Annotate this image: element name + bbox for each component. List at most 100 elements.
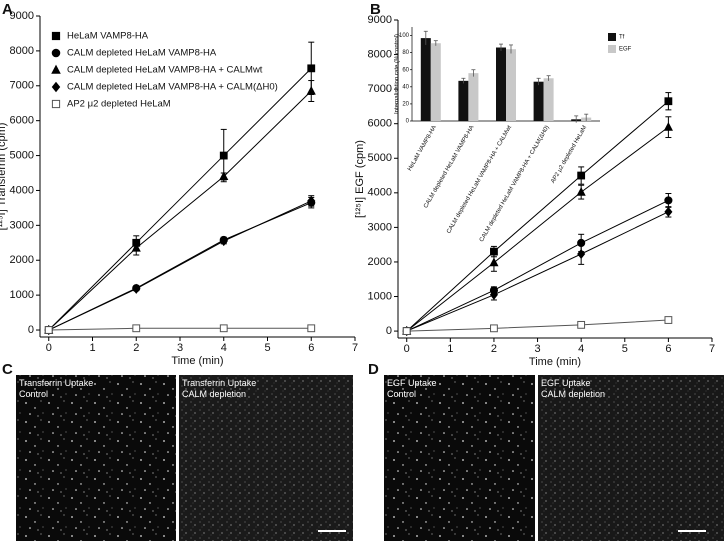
y-tick-label: 2000 (368, 256, 392, 268)
y-tick-label: 6000 (10, 115, 34, 127)
marker (489, 289, 498, 300)
y-tick-label: 8000 (368, 48, 392, 60)
series-line (48, 200, 312, 331)
legend-swatch (608, 33, 616, 41)
series-line (406, 199, 669, 332)
x-axis-label: Time (min) (171, 355, 223, 367)
x-tick-label: 3 (534, 343, 540, 355)
y-tick-label: 6000 (368, 118, 392, 130)
marker (664, 316, 673, 324)
series-line (48, 327, 312, 331)
marker (51, 31, 61, 41)
legend-label: CALM depleted HeLaM VAMP8-HA + CALMwt (67, 65, 263, 76)
bar (420, 38, 431, 121)
x-tick-label: 1 (447, 343, 453, 355)
x-tick-label: 3 (177, 342, 183, 354)
y-tick-label: 5000 (368, 152, 392, 164)
marker (219, 151, 228, 160)
y-tick-label: 20 (402, 101, 409, 107)
image-caption: Transferrin Uptake (19, 378, 93, 388)
series-line (406, 319, 669, 332)
x-tick-label: 6 (308, 342, 314, 354)
x-tick-label: 7 (709, 343, 715, 355)
y-tick-label: 3000 (10, 219, 34, 231)
y-tick-label: 60 (402, 67, 409, 73)
marker (664, 196, 673, 205)
marker (663, 121, 673, 131)
marker (132, 283, 141, 294)
marker (306, 85, 316, 95)
x-axis-label: Time (min) (529, 356, 581, 368)
x-tick-label: CALM depleted HeLaM VAMP8-HA + CALMwt (446, 125, 513, 235)
x-tick-label: 6 (665, 343, 671, 355)
x-tick-label: HeLaM VAMP8-HA (407, 125, 438, 172)
y-tick-label: 0 (386, 325, 392, 337)
series-line (48, 202, 312, 331)
speckle (384, 375, 535, 541)
marker (576, 186, 586, 196)
series-line (406, 126, 669, 332)
y-tick-label: 7000 (10, 80, 34, 92)
y-tick-label: 80 (402, 50, 409, 56)
y-axis-label: Internalisation rate (% control) (395, 34, 401, 114)
panel-label: D (368, 361, 379, 378)
legend-label: CALM depleted HeLaM VAMP8-HA + CALM(ΔH0) (67, 82, 278, 93)
y-tick-label: 4000 (10, 184, 34, 196)
image-caption: EGF Uptake (541, 378, 591, 388)
y-axis-label: [¹²⁵I] EGF (cpm) (354, 140, 366, 218)
marker (132, 324, 141, 333)
marker (307, 195, 316, 206)
panel-label: C (2, 361, 13, 378)
panel-label: B (370, 1, 381, 18)
x-tick-label: 2 (491, 343, 497, 355)
x-tick-label: 4 (578, 343, 584, 355)
x-tick-label: 7 (352, 342, 358, 354)
bar (533, 81, 544, 121)
image-caption: Control (19, 389, 48, 399)
marker (577, 320, 586, 329)
speckle (179, 375, 353, 541)
speckle (16, 375, 176, 541)
series-line (406, 100, 669, 332)
x-tick-label: 0 (404, 343, 410, 355)
legend-label: EGF (619, 47, 632, 53)
y-tick-label: 1000 (368, 290, 392, 302)
y-tick-label: 1000 (10, 289, 34, 301)
legend-label: AP2 μ2 depleted HeLaM (67, 99, 171, 110)
image-caption: CALM depletion (182, 389, 246, 399)
marker (51, 99, 61, 109)
marker (664, 97, 673, 106)
y-tick-label: 0 (28, 324, 34, 336)
y-tick-label: 0 (406, 119, 410, 125)
bar (506, 49, 516, 121)
y-tick-label: 100 (399, 33, 410, 39)
y-tick-label: 3000 (368, 221, 392, 233)
x-tick-label: 4 (221, 342, 227, 354)
bar (468, 73, 479, 121)
y-tick-label: 8000 (10, 45, 34, 57)
x-tick-label: 5 (622, 343, 628, 355)
legend-label: Tf (619, 35, 625, 41)
series-line (406, 211, 669, 332)
bar (496, 47, 506, 121)
marker (51, 81, 61, 93)
y-tick-label: 9000 (368, 14, 392, 26)
legend-label: CALM depleted HeLaM VAMP8-HA (67, 48, 217, 59)
marker (307, 64, 316, 73)
marker (51, 48, 61, 58)
marker (131, 242, 141, 252)
marker (664, 206, 673, 217)
panel-label: A (2, 1, 13, 18)
y-tick-label: 40 (402, 84, 409, 90)
bar (458, 80, 469, 121)
marker (577, 248, 586, 260)
legend-label: HeLaM VAMP8-HA (67, 31, 149, 42)
marker (307, 324, 316, 333)
marker (219, 235, 228, 247)
series-line (48, 90, 312, 331)
marker (490, 324, 498, 333)
marker (51, 64, 61, 74)
micrographs (16, 375, 724, 541)
marker (577, 171, 586, 180)
